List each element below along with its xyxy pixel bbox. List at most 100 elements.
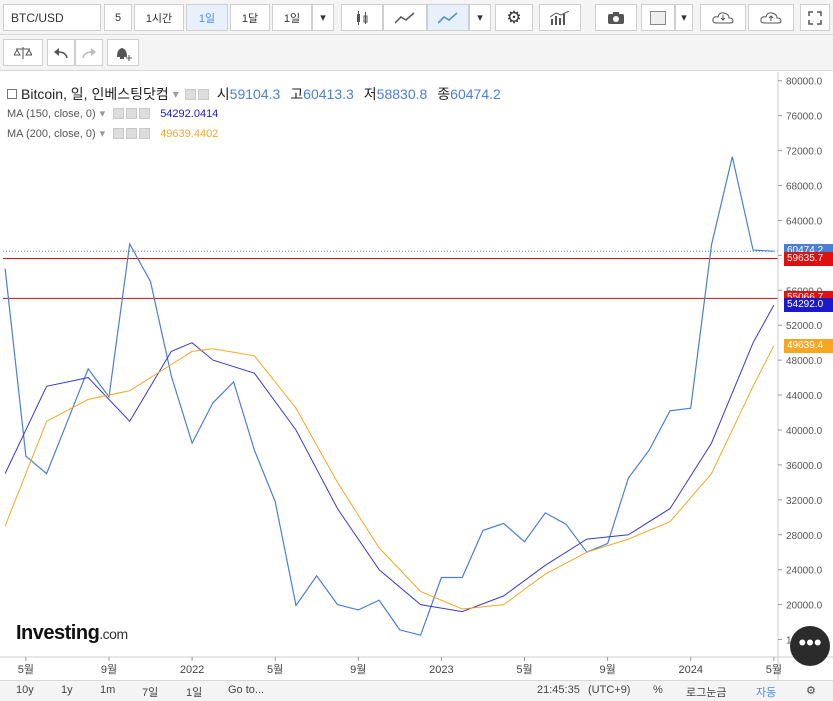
redo-icon[interactable] [75,39,103,66]
ma200-settings-icon[interactable] [126,128,138,139]
settings-icon[interactable] [197,88,209,100]
open-value: 59104.3 [229,86,281,102]
color-picker-icon[interactable] [641,4,675,31]
period-1d-button[interactable]: 1일 [186,4,228,31]
y-tick-label: 72000.0 [786,147,823,158]
ma200-chevron-icon[interactable]: ▾ [99,128,106,140]
clock-time: 21:45:35 [537,684,580,696]
log-scale-toggle[interactable]: 로그눈금 [686,687,727,699]
period-dropdown-chevron-icon[interactable]: ▾ [312,4,334,31]
range-10y-button[interactable]: 10y [16,684,34,696]
area-chart-icon[interactable] [383,4,427,31]
y-tick-label: 76000.0 [786,112,823,123]
open-label: 시 [216,86,230,102]
low-value: 58830.8 [376,86,428,102]
interval-button[interactable]: 5 [104,4,132,31]
ma200-remove-icon[interactable] [139,128,151,139]
main-legend: Bitcoin, 일, 인베스팅닷컴 ▾ 시 59104.3 고 60413.3… [7,84,501,104]
price-tag: 54292.0 [784,298,833,313]
ma150-settings-icon[interactable] [126,108,138,119]
instrument-name: Bitcoin, 일, 인베스팅닷컴 [21,86,169,102]
range-7d-button[interactable]: 7일 [142,687,159,699]
ma150-label: MA (150, close, 0) [7,107,96,120]
top-toolbar: BTC/USD 5 1시간 1일 1달 1일 ▾ ▾ ⚙ ▾ [0,0,833,35]
cloud-upload-icon[interactable] [748,4,794,31]
symbol-input[interactable]: BTC/USD [3,4,101,31]
y-tick-label: 36000.0 [786,461,823,472]
ma150-line [4,304,775,613]
add-alert-bell-icon[interactable] [107,39,139,66]
y-axis: 80000.076000.072000.068000.064000.060000… [777,72,823,680]
color-chevron-icon[interactable]: ▾ [675,4,693,31]
x-tick-label: 2022 [180,664,204,676]
high-label: 고 [290,86,304,102]
price-line [4,156,774,636]
range-1y-button[interactable]: 1y [61,684,73,696]
y-tick-label: 64000.0 [786,216,823,227]
ma200-value: 49639.4402 [160,127,219,140]
ma150-value: 54292.0414 [160,107,219,120]
collapse-legend-icon[interactable] [7,89,17,99]
x-tick-label: 9월 [599,663,615,676]
chart-type-chevron-icon[interactable]: ▾ [469,4,491,31]
balance-scale-icon[interactable] [3,39,43,66]
x-tick-label: 5월 [267,663,283,676]
range-1m-button[interactable]: 1m [100,684,116,696]
x-tick-label: 2023 [429,664,453,676]
chart-area[interactable]: 80000.076000.072000.068000.064000.060000… [0,72,833,680]
ma150-remove-icon[interactable] [139,108,151,119]
undo-icon[interactable] [47,39,75,66]
x-tick-label: 9월 [350,663,366,676]
investing-logo: Investing.com [16,622,128,645]
high-value: 60413.3 [303,86,354,102]
gear-icon[interactable]: ⚙ [495,4,533,31]
candlestick-icon[interactable] [341,4,383,31]
period-1h-button[interactable]: 1시간 [134,4,184,31]
x-tick-label: 5월 [766,663,782,676]
period-1m-button[interactable]: 1달 [230,4,270,31]
horizontal-level-lines [3,250,778,299]
settings-small-icon[interactable]: ⚙ [806,685,816,697]
goto-button[interactable]: Go to... [228,684,265,696]
ma150-chevron-icon[interactable]: ▾ [99,108,106,120]
chart-series [4,156,775,636]
x-tick-label: 5월 [516,663,532,676]
percent-toggle[interactable]: % [653,684,663,696]
cloud-download-icon[interactable] [700,4,746,31]
price-chart[interactable]: 80000.076000.072000.068000.064000.060000… [0,72,833,680]
close-label: 종 [437,86,451,102]
ma200-legend: MA (200, close, 0) ▾ 49639.4402 [7,127,219,141]
y-tick-label: 80000.0 [786,77,823,88]
period-custom-button[interactable]: 1일 [272,4,312,31]
close-value: 60474.2 [450,86,501,102]
logo-main: Investing [16,622,100,644]
x-tick-label: 5월 [18,663,34,676]
y-tick-label: 52000.0 [786,321,823,332]
y-tick-label: 40000.0 [786,426,823,437]
camera-icon[interactable] [595,4,637,31]
y-tick-label: 24000.0 [786,566,823,577]
x-axis: 5월 9월 2022 5월 9월 2023 5월 9월 2024 5월 [0,656,833,676]
line-chart-icon[interactable] [427,4,469,31]
ma200-line [4,345,775,610]
y-tick-label: 48000.0 [786,356,823,367]
ma200-visibility-icon[interactable] [113,128,125,139]
logo-suffix: .com [99,626,128,642]
y-tick-label: 28000.0 [786,531,823,542]
fullscreen-icon[interactable] [800,4,830,31]
timezone[interactable]: (UTC+9) [588,684,631,696]
more-options-button[interactable]: ••• [790,626,830,666]
indicators-icon[interactable] [539,4,581,31]
ma150-visibility-icon[interactable] [113,108,125,119]
auto-scale-toggle[interactable]: 자동 [756,687,777,699]
y-tick-label: 20000.0 [786,601,823,612]
legend-chevron-icon[interactable]: ▾ [172,87,179,101]
price-tag: 59635.7 [784,251,833,266]
ma200-label: MA (200, close, 0) [7,127,96,140]
visibility-icon[interactable] [184,88,196,100]
bottom-bar: 10y 1y 1m 7일 1일 Go to... 21:45:35 (UTC+9… [0,680,833,701]
range-1d-button[interactable]: 1일 [186,687,203,699]
x-tick-label: 9월 [101,663,117,676]
price-tag: 49639.4 [784,338,833,353]
y-tick-label: 32000.0 [786,496,823,507]
